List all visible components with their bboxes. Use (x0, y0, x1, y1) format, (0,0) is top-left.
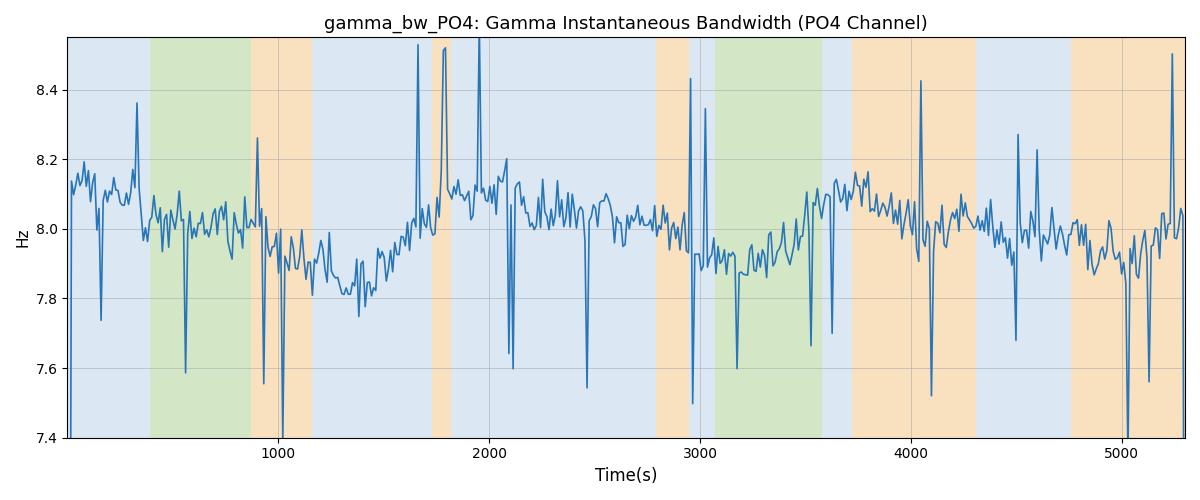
Bar (852, 38, 977, 438)
Bar (1097, 38, 1186, 438)
Bar (977, 38, 1072, 438)
Bar (1072, 38, 1097, 438)
Bar (312, 38, 432, 438)
Bar (715, 38, 822, 438)
Bar (655, 38, 690, 438)
Bar (451, 38, 655, 438)
Bar (67, 38, 150, 438)
Title: gamma_bw_PO4: Gamma Instantaneous Bandwidth (PO4 Channel): gamma_bw_PO4: Gamma Instantaneous Bandwi… (324, 15, 928, 34)
Bar (690, 38, 715, 438)
Y-axis label: Hz: Hz (16, 228, 30, 248)
Bar (822, 38, 852, 438)
Bar (150, 38, 251, 438)
X-axis label: Time(s): Time(s) (595, 467, 658, 485)
Bar (432, 38, 451, 438)
Bar (251, 38, 312, 438)
